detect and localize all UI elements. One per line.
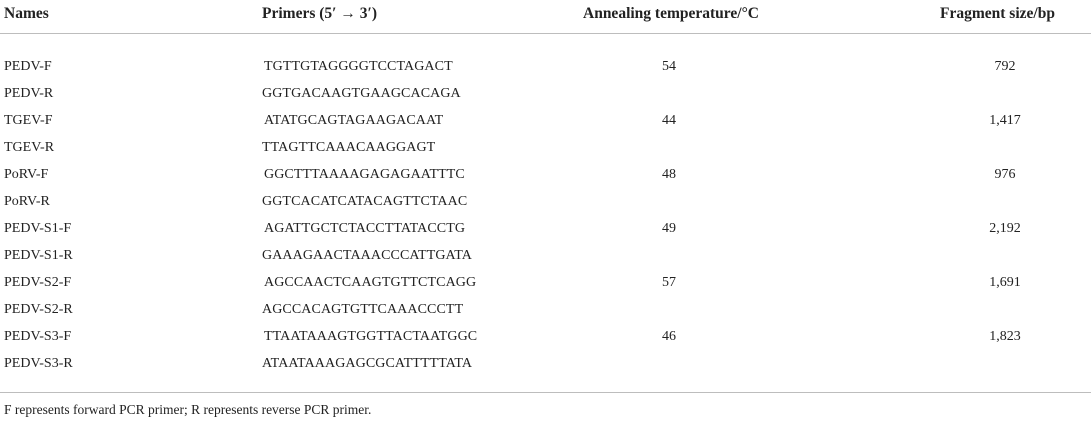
primer-name: TGEV-R [4,140,55,155]
fragment-size: 2,192 [989,221,1021,236]
primer-name: PEDV-S3-F [4,329,72,344]
table-row: TGEV-F ATATGCAGTAGAAGACAAT 44 1,417 [0,111,1091,137]
primer-name: PEDV-S3-R [4,356,73,371]
table-row: PEDV-S2-R AGCCACAGTGTTCAAACCCTT [0,300,1091,326]
table-row: TGEV-R TTAGTTCAAACAAGGAGT [0,138,1091,164]
primer-sequence: AGCCACAGTGTTCAAACCCTT [262,302,464,317]
primer-sequence: TTAGTTCAAACAAGGAGT [262,140,436,155]
primer-name: PEDV-S1-R [4,248,73,263]
table-row: PEDV-S1-F AGATTGCTCTACCTTATACCTG 49 2,192 [0,219,1091,245]
primer-sequence: AGCCAACTCAAGTGTTCTCAGG [264,275,477,290]
fragment-size: 1,823 [989,329,1021,344]
table-row: PEDV-S1-R GAAAGAACTAAACCCATTGATA [0,246,1091,272]
primer-name: PoRV-F [4,167,49,182]
primer-name: TGEV-F [4,113,53,128]
annealing-temp: 49 [662,221,676,236]
header-rule [0,33,1091,34]
header-names: Names [4,5,49,22]
annealing-temp: 54 [662,59,676,74]
fragment-size: 1,417 [989,113,1021,128]
table-row: PEDV-F TGTTGTAGGGGTCCTAGACT 54 792 [0,57,1091,83]
annealing-temp: 48 [662,167,676,182]
primer-sequence: ATAATAAAGAGCGCATTTTTATA [262,356,473,371]
primer-sequence: GGTGACAAGTGAAGCACAGA [262,86,461,101]
table-row: PoRV-R GGTCACATCATACAGTTCTAAC [0,192,1091,218]
primer-sequence: TTAATAAAGTGGTTACTAATGGC [264,329,478,344]
annealing-temp: 44 [662,113,676,128]
primer-name: PEDV-S1-F [4,221,72,236]
table-header: Names Primers (5′ → 3′) Annealing temper… [0,0,1091,32]
primer-name: PEDV-F [4,59,52,74]
annealing-temp: 57 [662,275,676,290]
header-fragment: Fragment size/bp [940,5,1055,22]
primer-sequence: GGTCACATCATACAGTTCTAAC [262,194,468,209]
table-row: PEDV-R GGTGACAAGTGAAGCACAGA [0,84,1091,110]
header-annealing: Annealing temperature/°C [583,5,759,22]
primer-name: PEDV-S2-F [4,275,72,290]
header-primers: Primers (5′ → 3′) [262,5,378,22]
table-row: PEDV-S2-F AGCCAACTCAAGTGTTCTCAGG 57 1,691 [0,273,1091,299]
primer-name: PoRV-R [4,194,50,209]
primer-name: PEDV-R [4,86,54,101]
primer-sequence: AGATTGCTCTACCTTATACCTG [264,221,466,236]
fragment-size: 1,691 [989,275,1021,290]
table-row: PEDV-S3-R ATAATAAAGAGCGCATTTTTATA [0,354,1091,380]
primer-name: PEDV-S2-R [4,302,73,317]
table-row: PoRV-F GGCTTTAAAAGAGAGAATTTC 48 976 [0,165,1091,191]
footer-rule [0,392,1091,393]
table-footnote: F represents forward PCR primer; R repre… [4,402,372,417]
primer-sequence: GGCTTTAAAAGAGAGAATTTC [264,167,465,182]
primer-sequence: GAAAGAACTAAACCCATTGATA [262,248,472,263]
annealing-temp: 46 [662,329,676,344]
fragment-size: 792 [994,59,1016,74]
primer-sequence: TGTTGTAGGGGTCCTAGACT [264,59,453,74]
table-row: PEDV-S3-F TTAATAAAGTGGTTACTAATGGC 46 1,823 [0,327,1091,353]
primer-sequence: ATATGCAGTAGAAGACAAT [264,113,444,128]
fragment-size: 976 [994,167,1016,182]
